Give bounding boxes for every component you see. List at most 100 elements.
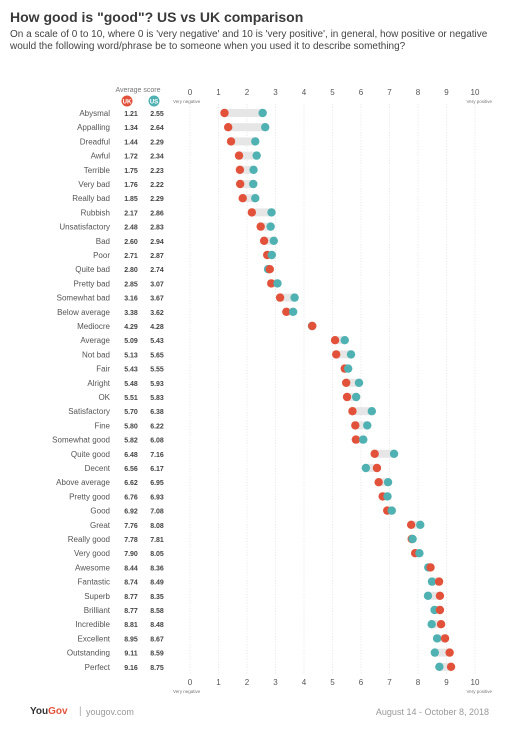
uk-dot [426, 563, 435, 572]
word-label: Excellent [78, 634, 111, 643]
us-score-label: 2.29 [150, 139, 164, 146]
us-dot [266, 222, 275, 231]
x-tick-label-top: 9 [444, 88, 449, 97]
uk-score-label: 2.17 [124, 210, 138, 217]
uk-dot [256, 222, 265, 231]
word-label: Unsatisfactory [59, 223, 110, 232]
us-score-label: 2.94 [150, 239, 164, 246]
us-score-label: 5.83 [150, 395, 164, 402]
word-label: Rubbish [81, 208, 110, 217]
range-bar [434, 648, 450, 657]
logo-you: You [30, 706, 49, 717]
uk-score-label: 6.92 [124, 509, 138, 516]
x-tick-label-bottom: 10 [471, 678, 480, 687]
us-score-label: 8.49 [150, 580, 164, 587]
range-bar [427, 591, 440, 600]
us-score-label: 8.67 [150, 636, 164, 643]
uk-score-label: 1.72 [124, 154, 138, 161]
uk-score-label: 5.13 [124, 352, 138, 359]
uk-score-label: 8.44 [124, 565, 138, 572]
uk-score-label: 2.60 [124, 239, 138, 246]
word-label: Poor [93, 251, 110, 260]
us-score-label: 8.48 [150, 622, 164, 629]
x-tick-label-top: 10 [471, 88, 480, 97]
us-badge [148, 95, 160, 107]
range-bar [239, 151, 257, 160]
x-tick-label-top: 6 [359, 88, 364, 97]
us-score-label: 6.08 [150, 438, 164, 445]
us-dot [415, 549, 424, 558]
x-tick-label-bottom: 2 [245, 678, 250, 687]
x-tick-label-top: 8 [416, 88, 421, 97]
us-dot [343, 364, 353, 373]
us-dot [427, 620, 436, 629]
range-bar [347, 393, 357, 401]
uk-dot [235, 165, 245, 174]
uk-score-label: 8.74 [124, 580, 138, 587]
uk-dot [446, 662, 456, 671]
us-score-label: 7.16 [150, 452, 164, 459]
uk-score-label: 5.09 [124, 338, 138, 345]
word-label: Awesome [75, 563, 111, 572]
range-bar [336, 350, 352, 359]
uk-dot [220, 108, 229, 118]
uk-dot [435, 591, 445, 600]
word-label: Fair [96, 365, 110, 374]
uk-dot [223, 123, 233, 132]
uk-dot [370, 449, 379, 458]
uk-score-label: 5.48 [124, 381, 138, 388]
us-score-label: 7.08 [150, 509, 164, 516]
word-label: Below average [57, 308, 110, 317]
uk-score-label: 6.56 [124, 466, 138, 473]
word-label: Incredible [75, 620, 110, 629]
range-bar [224, 109, 263, 117]
uk-score-label: 1.44 [124, 139, 138, 146]
us-dot [430, 648, 440, 657]
range-bar [251, 208, 272, 217]
x-tick-label-top: 0 [188, 88, 193, 97]
uk-score-label: 1.85 [124, 196, 138, 203]
word-label: Bad [96, 237, 110, 246]
us-score-label: 2.55 [150, 111, 164, 118]
uk-score-label: 7.90 [124, 551, 138, 558]
uk-score-label: 7.78 [124, 537, 138, 544]
us-dot [288, 307, 298, 316]
word-label: Somewhat good [52, 436, 110, 445]
us-score-label: 3.07 [150, 281, 164, 288]
uk-dot [226, 137, 236, 146]
us-score-label: 8.05 [150, 551, 164, 558]
us-score-label: 8.59 [150, 651, 164, 658]
x-tick-label-bottom: 7 [387, 678, 392, 687]
uk-dot [374, 478, 383, 487]
x-tick-label-bottom: 9 [444, 678, 449, 687]
word-label: Outstanding [67, 649, 110, 658]
word-label: Pretty good [69, 492, 110, 501]
us-score-label: 8.08 [150, 523, 164, 530]
uk-score-label: 5.51 [124, 395, 138, 402]
us-dot [354, 378, 364, 387]
uk-dot [342, 392, 352, 402]
word-label: Fantastic [78, 578, 110, 587]
us-score-label: 6.17 [150, 466, 164, 473]
us-dot [249, 165, 258, 174]
us-score-label: 4.28 [150, 324, 164, 331]
uk-score-label: 9.11 [124, 651, 137, 658]
us-score-label: 8.75 [150, 665, 164, 672]
uk-score-label: 1.34 [124, 125, 138, 132]
range-bar [260, 222, 271, 231]
uk-dot [348, 407, 357, 416]
us-dot [361, 463, 371, 473]
us-dot [435, 662, 444, 671]
us-dot [359, 435, 368, 444]
footer-separator: | [79, 706, 82, 717]
range-bar [335, 336, 345, 345]
x-tick-label-top: 5 [330, 88, 335, 97]
word-label: Brilliant [84, 606, 111, 615]
word-label: Appalling [77, 123, 110, 132]
uk-score-label: 1.21 [124, 111, 138, 118]
average-score-label: Average score [115, 87, 160, 94]
uk-score-label: 8.95 [124, 636, 138, 643]
axis-low-label-top: Very negative [173, 99, 201, 104]
us-dot [273, 279, 282, 288]
